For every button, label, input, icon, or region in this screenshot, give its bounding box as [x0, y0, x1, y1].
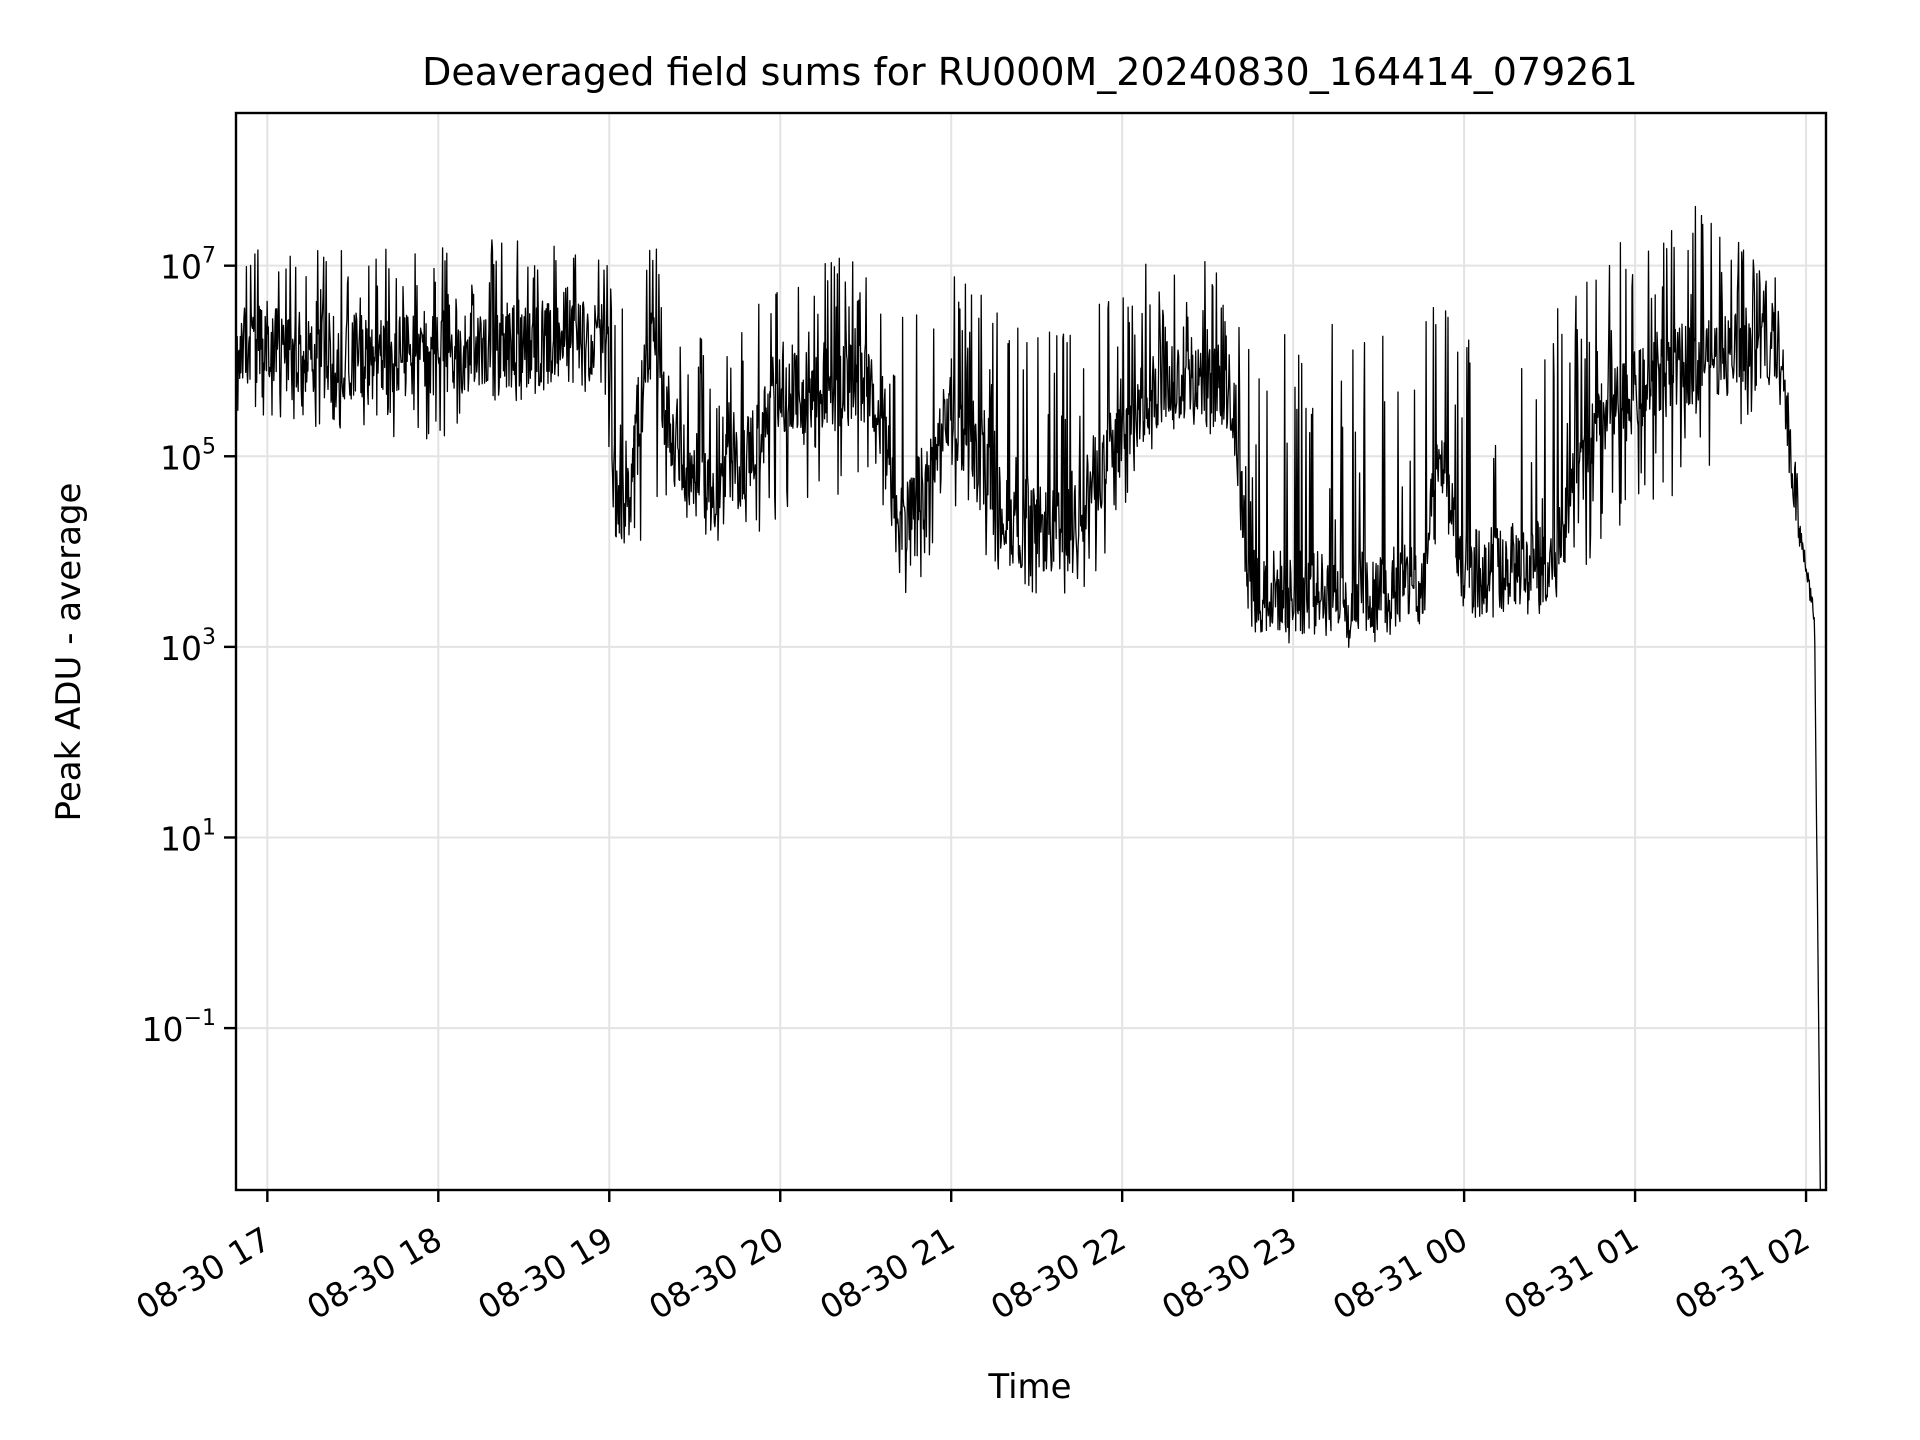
y-tick-label: 103	[160, 625, 216, 668]
y-axis: 107 105 103 101 10−1	[142, 244, 236, 1049]
x-tick-label: 08-30 23	[1155, 1219, 1303, 1327]
x-tick-label: 08-30 17	[129, 1219, 277, 1327]
x-tick-label: 08-30 20	[642, 1219, 790, 1327]
x-axis-label: Time	[987, 1367, 1071, 1407]
series-line	[235, 205, 1821, 1191]
x-axis: 08-30 17 08-30 18 08-30 19 08-30 20 08-30 21…	[129, 1190, 1816, 1327]
y-axis-label: Peak ADU - average	[49, 483, 89, 822]
x-tick-label: 08-30 22	[984, 1219, 1132, 1327]
x-tick-label: 08-31 00	[1326, 1219, 1474, 1327]
x-tick-label: 08-30 21	[813, 1219, 961, 1327]
chart-title: Deaveraged field sums for RU000M_2024083…	[422, 50, 1638, 94]
plot-frame	[234, 111, 1828, 1192]
x-tick-label: 08-30 18	[300, 1219, 448, 1327]
y-tick-label: 10−1	[142, 1006, 216, 1049]
x-tick-label: 08-31 01	[1497, 1219, 1645, 1327]
x-tick-label: 08-30 19	[471, 1219, 619, 1327]
y-tick-label: 101	[160, 815, 216, 858]
x-tick-label: 08-31 02	[1668, 1219, 1816, 1327]
y-tick-label: 107	[160, 244, 216, 287]
y-tick-label: 105	[160, 434, 216, 477]
grid	[236, 113, 1826, 1190]
